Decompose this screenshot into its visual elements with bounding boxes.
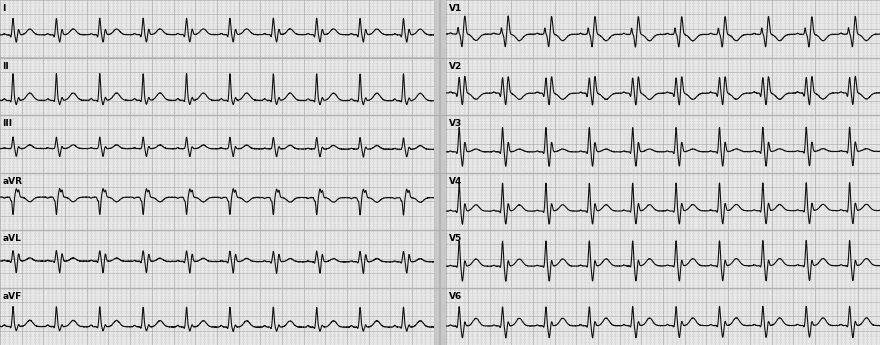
Text: V4: V4 bbox=[449, 177, 462, 186]
Text: aVF: aVF bbox=[3, 292, 22, 300]
Text: III: III bbox=[3, 119, 12, 128]
Text: V6: V6 bbox=[449, 292, 462, 300]
Text: V2: V2 bbox=[449, 61, 462, 70]
Text: V1: V1 bbox=[449, 4, 462, 13]
Text: V3: V3 bbox=[449, 119, 462, 128]
Text: I: I bbox=[3, 4, 6, 13]
Text: II: II bbox=[3, 61, 10, 70]
Text: V5: V5 bbox=[449, 234, 462, 243]
Text: aVR: aVR bbox=[3, 177, 23, 186]
Text: aVL: aVL bbox=[3, 234, 21, 243]
